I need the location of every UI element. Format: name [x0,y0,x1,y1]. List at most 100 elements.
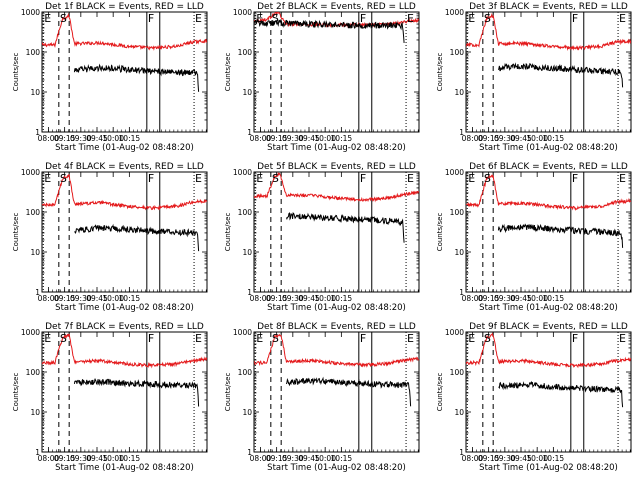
y-tick-label: 10 [242,408,252,417]
x-tick-label: 08:00 [250,134,272,143]
marker-label: F [148,332,154,345]
plot-frame [41,331,208,453]
panel-1: Det 1f BLACK = Events, RED = LLD 1 10 100 10… [12,2,208,153]
marker-label: E [195,172,202,185]
panel-title: Det 8f BLACK = Events, RED = LLD [257,322,416,332]
y-axis-title: Counts/sec [12,373,20,412]
panel-2: Det 2f BLACK = Events, RED = LLD 1 10 100 10… [224,2,420,153]
x-tick-label: 10:15 [119,134,141,143]
plot-area [42,12,207,132]
marker-label: F [572,172,578,185]
marker-label: F [360,332,366,345]
x-tick-label: 09:45 [86,294,108,303]
y-tick-label: 10 [454,408,464,417]
x-tick-label: 08:00 [38,134,60,143]
x-tick-label: 09:30 [70,134,92,143]
plot-frame [465,11,632,133]
panel-9: Det 9f BLACK = Events, RED = LLD 1 10 100 10… [436,322,632,473]
marker-label: S [60,332,67,345]
y-tick-label: 1000 [21,168,40,177]
marker-label: E [619,172,626,185]
lld-series [466,13,631,51]
y-tick-label: 10 [454,248,464,257]
marker-label: S [272,12,279,25]
y-tick-label: 1 [35,288,40,297]
events-series [73,63,200,92]
x-tick-label: 09:45 [510,454,532,463]
y-tick-label: 1000 [233,168,252,177]
x-axis-title: Start Time (01-Aug-02 08:48:20) [479,143,618,153]
marker-label: F [360,172,366,185]
y-tick-label: 100 [450,368,465,377]
panel-title: Det 6f BLACK = Events, RED = LLD [469,162,628,172]
y-tick-label: 10 [30,88,40,97]
x-tick-label: 09:30 [494,134,516,143]
x-axis-title: Start Time (01-Aug-02 08:48:20) [479,463,618,473]
x-tick-label: 10:00 [526,294,548,303]
plot-frame [41,11,208,133]
x-axis-title: Start Time (01-Aug-02 08:48:20) [267,463,406,473]
plot-area [254,332,419,452]
marker-label: E [256,172,263,185]
plot-frame [465,331,632,453]
marker-label: E [407,12,414,25]
x-axis-title: Start Time (01-Aug-02 08:48:20) [55,303,194,313]
x-tick-label: 09:45 [86,134,108,143]
lld-series [42,174,207,211]
x-tick-label: 09:30 [282,454,304,463]
x-tick-label: 10:00 [102,294,124,303]
x-tick-label: 09:30 [494,294,516,303]
marker-label: F [148,12,154,25]
panel-title: Det 7f BLACK = Events, RED = LLD [45,322,204,332]
x-tick-label: 10:15 [119,454,141,463]
x-axis-title: Start Time (01-Aug-02 08:48:20) [55,143,194,153]
x-tick-label: 08:00 [250,294,272,303]
marker-label: F [572,12,578,25]
x-tick-label: 08:00 [38,294,60,303]
plot-area [254,172,419,292]
y-tick-label: 10 [30,248,40,257]
lld-series [466,174,631,211]
lld-series [254,333,419,368]
marker-label: E [195,332,202,345]
x-tick-label: 10:00 [314,134,336,143]
x-tick-label: 08:00 [462,454,484,463]
marker-label: E [619,12,626,25]
marker-label: E [44,332,51,345]
y-tick-label: 10 [242,88,252,97]
y-tick-label: 1 [35,128,40,137]
x-tick-label: 09:15 [266,134,288,143]
y-tick-label: 1 [247,288,252,297]
plot-area [254,12,419,132]
marker-label: E [468,332,475,345]
x-tick-label: 09:30 [494,454,516,463]
y-tick-label: 100 [26,208,41,217]
x-tick-label: 09:30 [70,454,92,463]
plot-area [466,12,631,132]
y-tick-label: 1 [459,288,464,297]
events-series [497,223,624,248]
x-tick-label: 09:45 [510,134,532,143]
y-tick-label: 10 [242,248,252,257]
x-tick-label: 09:45 [86,454,108,463]
marker-label: E [195,12,202,25]
y-tick-label: 100 [238,368,253,377]
y-tick-label: 1000 [233,8,252,17]
y-tick-label: 1 [35,448,40,457]
y-tick-label: 100 [26,48,41,57]
y-tick-label: 1000 [21,328,40,337]
plot-frame [253,171,420,293]
y-axis-title: Counts/sec [224,373,232,412]
y-axis-title: Counts/sec [12,213,20,252]
panel-title: Det 5f BLACK = Events, RED = LLD [257,162,416,172]
y-tick-label: 1000 [445,8,464,17]
marker-label: S [272,172,279,185]
y-axis-title: Counts/sec [224,53,232,92]
marker-label: S [60,172,67,185]
marker-label: E [44,172,51,185]
panel-title: Det 4f BLACK = Events, RED = LLD [45,162,204,172]
marker-label: F [360,12,366,25]
x-tick-label: 09:45 [510,294,532,303]
x-tick-label: 10:15 [543,294,565,303]
